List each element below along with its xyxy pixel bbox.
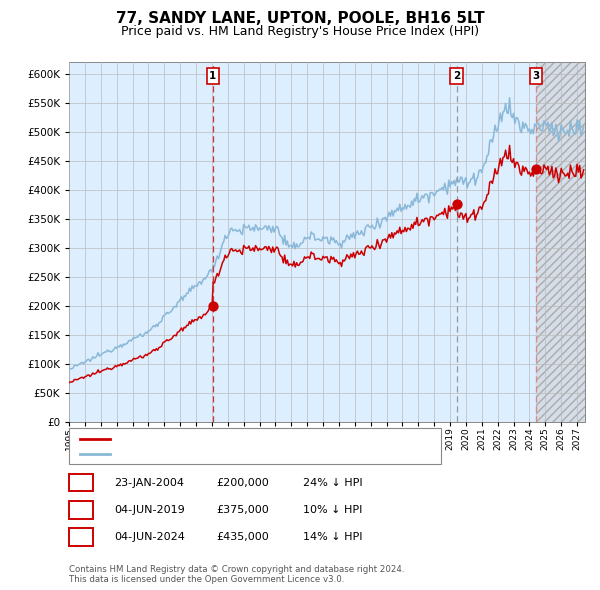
Text: 1: 1: [209, 71, 217, 81]
Text: 14% ↓ HPI: 14% ↓ HPI: [303, 532, 362, 542]
Point: [452, 199, 461, 209]
Text: 24% ↓ HPI: 24% ↓ HPI: [303, 478, 362, 487]
Text: 10% ↓ HPI: 10% ↓ HPI: [303, 505, 362, 514]
Text: 04-JUN-2019: 04-JUN-2019: [114, 505, 185, 514]
Text: 1: 1: [77, 478, 85, 487]
Text: 3: 3: [77, 532, 85, 542]
Text: £435,000: £435,000: [216, 532, 269, 542]
Bar: [536, 62, 585, 422]
Text: HPI: Average price, detached house, Dorset: HPI: Average price, detached house, Dors…: [115, 449, 342, 459]
Text: £200,000: £200,000: [216, 478, 269, 487]
Bar: [536, 62, 585, 422]
Text: 2: 2: [77, 505, 85, 514]
Text: 77, SANDY LANE, UPTON, POOLE, BH16 5LT: 77, SANDY LANE, UPTON, POOLE, BH16 5LT: [116, 11, 484, 25]
Text: 23-JAN-2004: 23-JAN-2004: [114, 478, 184, 487]
Text: Contains HM Land Registry data © Crown copyright and database right 2024.
This d: Contains HM Land Registry data © Crown c…: [69, 565, 404, 584]
Text: 3: 3: [532, 71, 540, 81]
Text: 2: 2: [453, 71, 460, 81]
Text: £375,000: £375,000: [216, 505, 269, 514]
Text: 77, SANDY LANE, UPTON, POOLE, BH16 5LT (detached house): 77, SANDY LANE, UPTON, POOLE, BH16 5LT (…: [115, 434, 435, 444]
Text: 04-JUN-2024: 04-JUN-2024: [114, 532, 185, 542]
Point: [531, 165, 541, 174]
Text: Price paid vs. HM Land Registry's House Price Index (HPI): Price paid vs. HM Land Registry's House …: [121, 25, 479, 38]
Point: [208, 301, 218, 310]
